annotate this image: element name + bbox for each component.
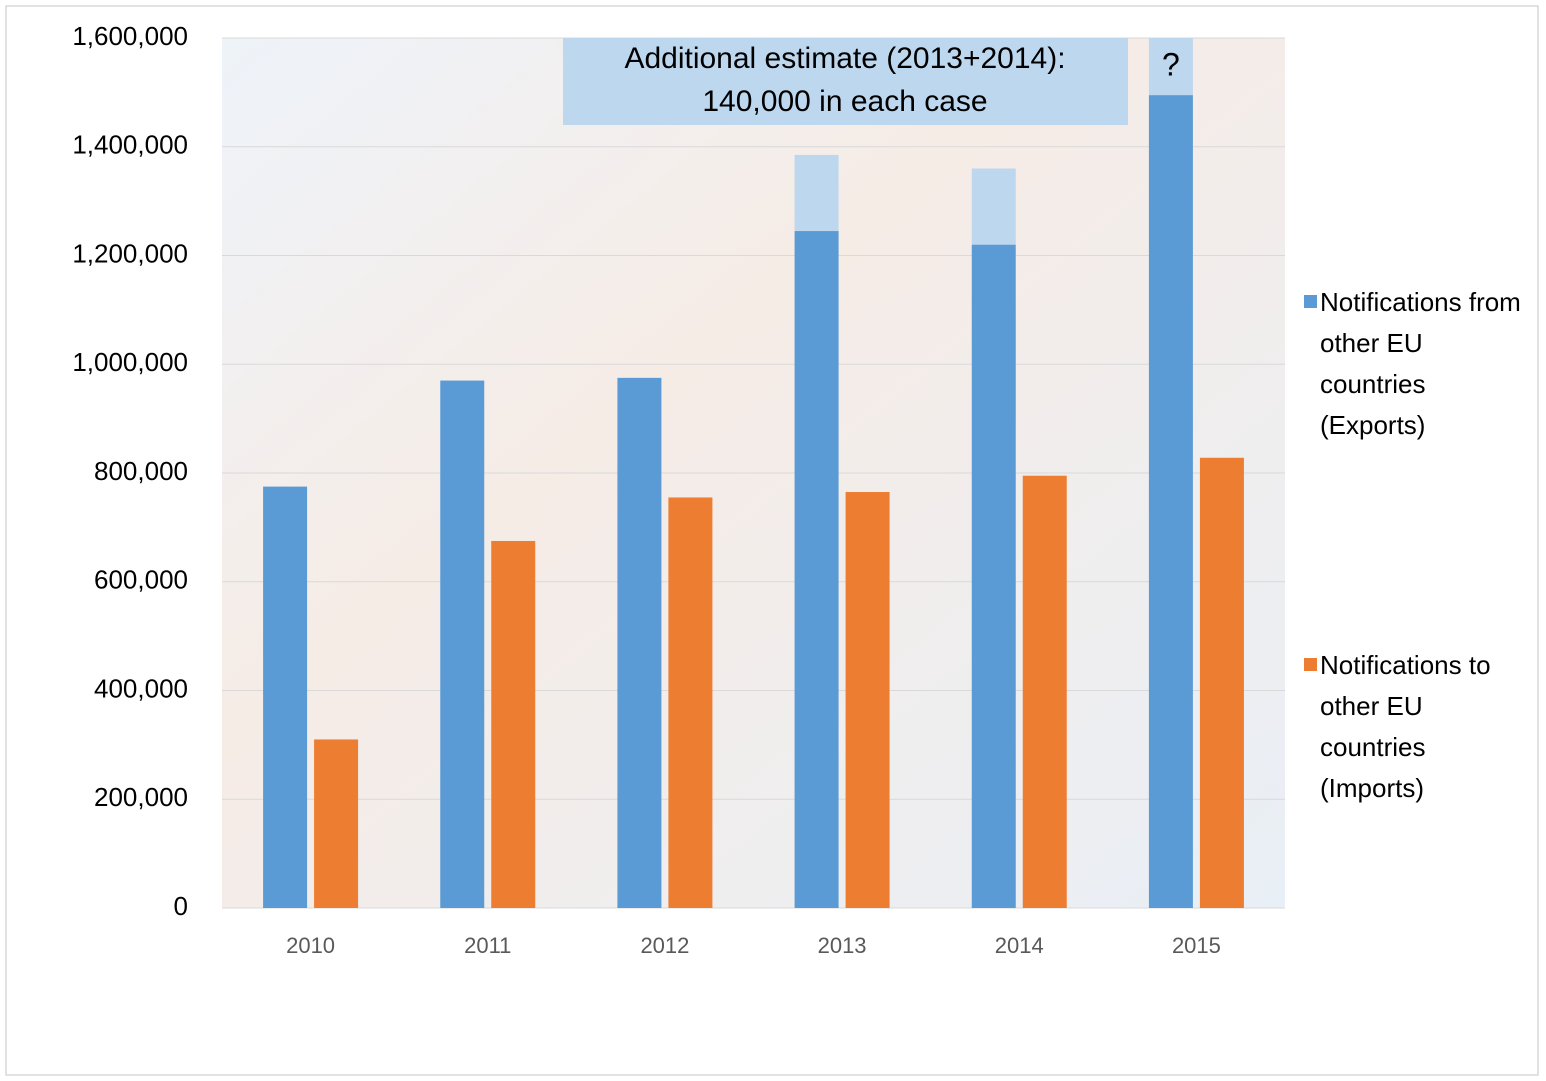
unknown-text: ? <box>1162 46 1180 82</box>
x-tick-label: 2011 <box>464 933 511 958</box>
bar <box>972 245 1016 908</box>
bar <box>1023 476 1067 908</box>
x-tick-label: 2015 <box>1172 933 1221 958</box>
bar <box>314 739 358 908</box>
bar <box>668 497 712 908</box>
legend-label: Notifications from other EU countries (E… <box>1320 287 1521 440</box>
annotation-text: Additional estimate (2013+2014): <box>624 42 1065 75</box>
bar <box>440 381 484 908</box>
bar <box>491 541 535 908</box>
bar <box>263 487 307 908</box>
chart: 0 200,000 400,000 600,000 800,000 1,000,000 1,… <box>0 0 1546 1081</box>
x-tick-label: 2010 <box>286 933 335 958</box>
bar <box>846 492 890 908</box>
legend-entry: Notifications to other EU countries (Imp… <box>1320 645 1535 809</box>
bar <box>617 378 661 908</box>
y-tick-label: 1,000,000 <box>72 347 188 377</box>
annotation-text: 140,000 in each case <box>702 85 987 118</box>
y-tick-label: 1,200,000 <box>72 238 188 268</box>
page: 0 200,000 400,000 600,000 800,000 1,000,000 1,… <box>0 0 1546 1081</box>
x-tick-label: 2014 <box>995 933 1044 958</box>
legend-swatch <box>1304 658 1317 671</box>
y-tick-label: 600,000 <box>94 565 188 595</box>
y-tick-label: 1,600,000 <box>72 21 188 51</box>
y-tick-label: 400,000 <box>94 673 188 703</box>
x-tick-label: 2013 <box>818 933 867 958</box>
bar <box>1149 95 1193 908</box>
y-tick-label: 0 <box>174 891 188 921</box>
x-tick-label: 2012 <box>640 933 689 958</box>
legend-label: Notifications to other EU countries (Imp… <box>1320 650 1491 803</box>
bar <box>795 231 839 908</box>
legend-entry: Notifications from other EU countries (E… <box>1320 282 1535 446</box>
legend-swatch <box>1304 295 1317 308</box>
estimate-bar <box>972 169 1016 245</box>
estimate-bar <box>795 155 839 231</box>
y-tick-label: 800,000 <box>94 456 188 486</box>
y-tick-label: 200,000 <box>94 782 188 812</box>
y-tick-label: 1,400,000 <box>72 130 188 160</box>
bar <box>1200 458 1244 908</box>
